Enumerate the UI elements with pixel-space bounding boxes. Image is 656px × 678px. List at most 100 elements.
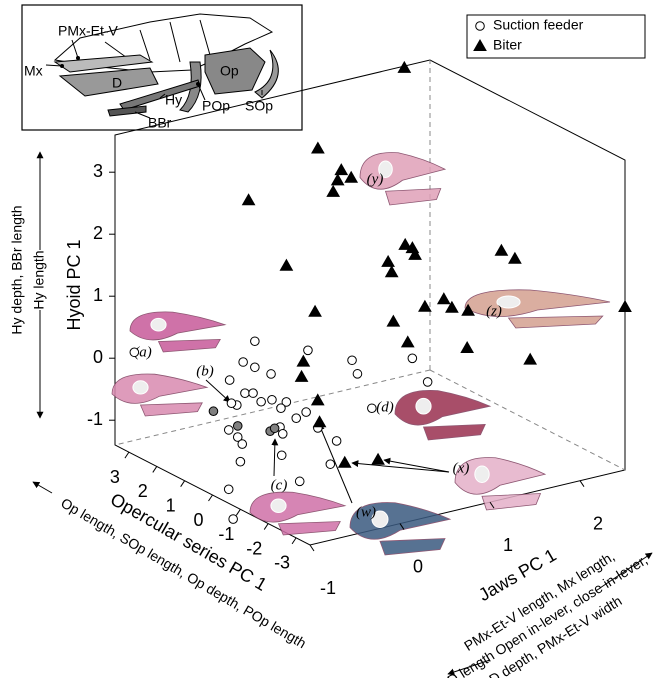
biter-point bbox=[334, 163, 349, 176]
landmark bbox=[60, 64, 64, 68]
y-arrow bbox=[32, 481, 53, 494]
y-tick-label: -1 bbox=[218, 524, 234, 544]
suction-point bbox=[223, 484, 234, 495]
upper-jaw bbox=[53, 54, 154, 73]
specimen-photo bbox=[454, 457, 547, 511]
suction-point bbox=[232, 421, 243, 431]
biter-point bbox=[296, 354, 311, 367]
y-tick bbox=[180, 480, 186, 487]
legend-label: Biter bbox=[493, 37, 522, 53]
biter-point bbox=[461, 303, 475, 316]
annotation: (x) bbox=[453, 460, 470, 476]
suction-point bbox=[224, 375, 235, 385]
specimen-photo bbox=[394, 389, 492, 441]
biter-point bbox=[371, 452, 385, 465]
inset-label: Op bbox=[220, 63, 239, 79]
biter-point bbox=[326, 184, 341, 197]
specimen-photo bbox=[464, 289, 611, 329]
x-tick bbox=[399, 523, 405, 530]
legend-label: Suction feeder bbox=[493, 17, 584, 33]
suction-point bbox=[301, 407, 311, 417]
biter-point bbox=[418, 299, 432, 312]
suction-point bbox=[129, 347, 140, 358]
suction-point bbox=[347, 355, 357, 366]
specimen-photo bbox=[249, 491, 347, 536]
suction-point bbox=[237, 439, 248, 449]
x-arrow bbox=[599, 552, 653, 589]
biter-point bbox=[400, 335, 415, 348]
inset-label: SOp bbox=[245, 98, 273, 114]
z-tick-label: 3 bbox=[93, 161, 103, 181]
y-tick-label: -2 bbox=[246, 538, 262, 558]
biter-point bbox=[330, 173, 345, 186]
biter-point bbox=[337, 455, 352, 468]
biter-point bbox=[308, 304, 322, 317]
suction-point bbox=[331, 436, 342, 446]
x-tick bbox=[579, 480, 585, 487]
orbit bbox=[150, 317, 167, 332]
y-tick bbox=[124, 451, 130, 459]
biter-point bbox=[508, 251, 522, 264]
box-back-edge bbox=[429, 369, 626, 471]
x-tick bbox=[309, 544, 315, 552]
annotation-arrow bbox=[271, 438, 279, 477]
y-tick-label: 3 bbox=[110, 467, 120, 487]
z-axis-description: Hy depth, BBr length bbox=[9, 205, 25, 334]
x-tick-label: -1 bbox=[320, 578, 336, 598]
biter-point bbox=[408, 247, 422, 260]
x-axis-description: D length Open in-lever, close in-lever, bbox=[444, 551, 650, 678]
annotation-arrow bbox=[351, 460, 450, 473]
skull bbox=[249, 491, 347, 523]
landmark bbox=[196, 82, 200, 86]
z-axis-title: Hyoid PC 1 bbox=[64, 239, 84, 330]
y-tick bbox=[208, 494, 213, 502]
suction-point bbox=[235, 456, 246, 467]
y-tick-label: 2 bbox=[138, 481, 148, 501]
biter-point bbox=[312, 415, 327, 428]
biter-point bbox=[311, 141, 325, 154]
specimen-photo bbox=[111, 373, 209, 417]
annotation: (d) bbox=[376, 399, 394, 415]
orbit bbox=[270, 498, 287, 513]
biter-point bbox=[294, 369, 309, 382]
inset-label: BBr bbox=[148, 115, 172, 131]
biter-point bbox=[460, 341, 475, 354]
suction-point bbox=[208, 406, 219, 417]
jaw bbox=[157, 338, 221, 353]
jaw bbox=[507, 315, 604, 329]
jaw bbox=[139, 402, 203, 417]
biter-point bbox=[344, 170, 359, 183]
skull bbox=[129, 311, 227, 341]
inset-diagram: PMx-Et-V Mx D Hy BBr POp Op SOp bbox=[21, 4, 303, 131]
dentary bbox=[58, 67, 159, 97]
biter-point bbox=[398, 237, 413, 250]
suction-point bbox=[238, 357, 248, 367]
suction-point bbox=[267, 394, 277, 405]
skull bbox=[464, 289, 611, 317]
orbit bbox=[378, 160, 393, 178]
y-tick bbox=[291, 537, 297, 545]
z-axis-description: Hy length bbox=[31, 250, 47, 309]
suction-point bbox=[240, 388, 250, 398]
suction-point bbox=[256, 396, 266, 407]
z-tick-label: 0 bbox=[93, 347, 103, 367]
orbit bbox=[371, 510, 389, 528]
y-tick bbox=[235, 509, 241, 516]
legend-marker bbox=[473, 38, 487, 51]
specimen-photo bbox=[349, 502, 452, 556]
suction-point bbox=[367, 403, 377, 414]
annotation: (b) bbox=[196, 363, 214, 379]
x-tick-label: 2 bbox=[593, 513, 603, 533]
suction-point bbox=[303, 345, 313, 356]
suction-point bbox=[276, 450, 287, 461]
x-tick-label: 1 bbox=[503, 535, 513, 555]
suction-point bbox=[294, 476, 305, 487]
biter-point bbox=[436, 292, 451, 305]
inset-label: D bbox=[112, 75, 122, 91]
annotation-arrow bbox=[383, 457, 450, 473]
biter-point bbox=[279, 258, 294, 271]
suction-point bbox=[266, 369, 276, 379]
jaw bbox=[481, 493, 542, 511]
annotation: (y) bbox=[367, 171, 384, 187]
